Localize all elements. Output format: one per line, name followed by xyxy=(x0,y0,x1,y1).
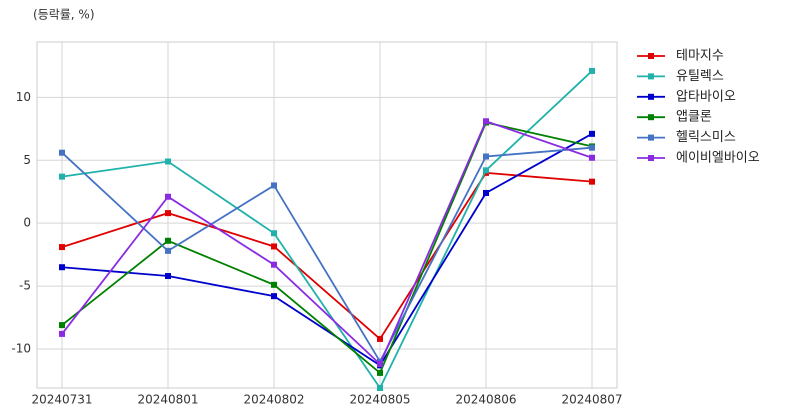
y-tick-label: 10 xyxy=(16,90,31,104)
x-tick-label: 20240802 xyxy=(243,393,304,407)
point-marker xyxy=(271,243,277,250)
plot-frame xyxy=(36,41,618,389)
point-marker xyxy=(589,130,595,137)
legend-marker xyxy=(648,155,654,161)
point-marker xyxy=(59,322,65,329)
point-marker xyxy=(59,330,65,337)
legend-label: 유틸렉스 xyxy=(676,69,724,84)
x-tick-label: 20240801 xyxy=(137,393,198,407)
y-tick-label: 5 xyxy=(23,153,31,167)
legend-label: 에이비엘바이오 xyxy=(676,151,760,166)
point-marker xyxy=(589,67,595,74)
legend-label: 헬릭스미스 xyxy=(676,130,736,145)
point-marker xyxy=(377,335,383,342)
point-marker xyxy=(589,144,595,151)
y-axis-label: (등락률, %) xyxy=(33,8,95,22)
legend-marker xyxy=(648,53,654,59)
legend-marker xyxy=(648,114,654,121)
point-marker xyxy=(59,149,65,156)
point-marker xyxy=(59,244,65,251)
point-marker xyxy=(377,369,383,376)
point-marker xyxy=(165,193,171,200)
legend-marker xyxy=(648,134,654,141)
point-marker xyxy=(483,118,489,125)
legend-marker xyxy=(648,73,654,80)
point-marker xyxy=(271,261,277,268)
point-marker xyxy=(165,273,171,280)
y-tick-label: 0 xyxy=(23,216,31,230)
point-marker xyxy=(589,154,595,161)
point-marker xyxy=(271,230,277,237)
point-marker xyxy=(165,237,171,244)
legend-label: 압타바이오 xyxy=(676,89,736,104)
x-tick-label: 20240806 xyxy=(455,393,516,407)
x-tick-label: 20240805 xyxy=(349,393,410,407)
point-marker xyxy=(483,189,489,196)
point-marker xyxy=(483,153,489,160)
legend-label: 테마지수 xyxy=(676,49,724,64)
point-marker xyxy=(271,293,277,300)
y-tick-label: -10 xyxy=(11,341,31,355)
point-marker xyxy=(271,182,277,189)
point-marker xyxy=(165,247,171,254)
series-line xyxy=(61,70,593,390)
series-line xyxy=(61,133,593,367)
y-tick-label: -5 xyxy=(19,279,31,293)
point-marker xyxy=(589,178,595,185)
point-marker xyxy=(377,385,383,391)
point-marker xyxy=(377,361,383,368)
legend-marker xyxy=(648,93,654,100)
point-marker xyxy=(165,210,171,217)
point-marker xyxy=(165,158,171,165)
point-marker xyxy=(271,281,277,288)
series-line xyxy=(61,120,593,366)
point-marker xyxy=(483,167,489,174)
point-marker xyxy=(59,264,65,271)
x-tick-label: 20240807 xyxy=(561,393,622,407)
x-tick-label: 20240731 xyxy=(31,393,92,407)
legend-label: 앱클론 xyxy=(676,110,712,125)
point-marker xyxy=(59,173,65,180)
series-line xyxy=(61,146,593,364)
